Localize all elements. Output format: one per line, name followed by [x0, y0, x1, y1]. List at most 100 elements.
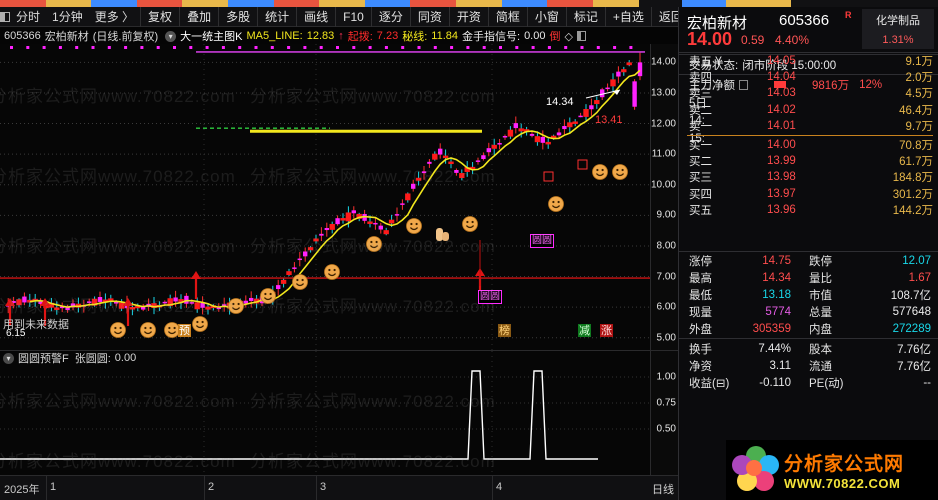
orderbook-bid-row[interactable]: 买五 13.96 144.2万 — [679, 202, 938, 218]
orderbook-volume: 2.0万 — [905, 72, 934, 85]
quote-last-price: 14.00 — [687, 29, 733, 49]
menu-btn-biaoji[interactable]: 标记 — [565, 6, 605, 27]
tab-color-16[interactable] — [725, 0, 792, 7]
stat-value: 7.76亿 — [897, 343, 931, 356]
menu-btn-duogu[interactable]: 多股 — [218, 6, 257, 27]
diamond-icon[interactable]: ◇ — [564, 30, 573, 43]
time-gridline — [492, 476, 493, 500]
orderbook-level-label: 卖四 — [689, 72, 712, 85]
tab-color-1[interactable] — [45, 0, 92, 7]
sub-axis-tick: 1.00 — [656, 371, 676, 383]
tab-color-7[interactable] — [319, 0, 365, 7]
menu-item-more[interactable]: 更多 〉 — [94, 9, 135, 24]
tab-color-9[interactable] — [410, 0, 457, 7]
tab-color-4[interactable] — [182, 0, 229, 7]
orderbook-price: 14.02 — [767, 103, 796, 116]
info-name: 宏柏新材 — [44, 31, 89, 43]
chart-marker-badge[interactable]: 预 — [178, 324, 191, 337]
stat-key: 内盘 — [809, 323, 832, 336]
last-price-label: 13.41 — [595, 114, 623, 126]
menu-btn-zhufen[interactable]: 逐分 — [370, 6, 410, 27]
stat-key: 跌停 — [809, 255, 832, 268]
menu-btn-tongji[interactable]: 统计 — [257, 6, 296, 27]
menu-btn-back[interactable]: 返回 — [650, 6, 690, 27]
sector-badge[interactable]: 化学制品 1.31% — [862, 9, 934, 49]
tab-color-6[interactable] — [273, 0, 320, 7]
orderbook-bid-row[interactable]: 买一 14.00 70.8万 — [679, 137, 938, 153]
tab-color-0[interactable] — [0, 0, 46, 7]
sub-indicator-chart[interactable]: 分析家公式网www.70822.com 分析家公式网www.70822.com … — [0, 350, 650, 475]
menu-item-fenshi[interactable]: 分时 — [16, 9, 41, 24]
period-label[interactable]: 日线 — [652, 484, 674, 496]
menu-btn-f10[interactable]: F10 — [335, 6, 371, 27]
orderbook-ask-row[interactable]: 卖三 14.03 4.5万 — [679, 85, 938, 101]
tab-color-3[interactable] — [136, 0, 183, 7]
orderbook-level-label: 卖一 — [689, 120, 712, 133]
trade-status-value: 闭市阶段 15:00:00 — [742, 59, 837, 72]
stat-key: PE(动) — [809, 377, 844, 390]
orderbook-ask-row[interactable]: 卖四 14.04 2.0万 — [679, 69, 938, 85]
tab-color-14[interactable] — [638, 0, 683, 7]
tab-color-10[interactable] — [456, 0, 502, 7]
tab-color-5[interactable] — [228, 0, 274, 7]
main-kline-chart[interactable]: 分析家公式网www.70822.com 分析家公式网www.70822.com … — [0, 44, 650, 350]
price-tick: 5.00 — [656, 332, 676, 344]
time-tick: 2025年 — [4, 484, 40, 496]
orderbook-price: 14.03 — [767, 87, 796, 100]
tab-color-12[interactable] — [547, 0, 593, 7]
stat-key: 净资 — [689, 360, 712, 373]
menu-btn-kaizi[interactable]: 开资 — [448, 6, 488, 27]
menu-btn-xiaochuang[interactable]: 小窗 — [526, 6, 566, 27]
menu-btn-add-favorite[interactable]: +自选 — [604, 6, 651, 27]
menu-btn-tongzi[interactable]: 同资 — [409, 6, 449, 27]
quote-stat-row: 最高 14.34 量比 1.67 — [679, 269, 938, 286]
timeline-row-5d[interactable]: 5日 — [689, 98, 707, 110]
chevron-down-icon[interactable]: ▾ — [165, 30, 177, 42]
sub-axis-tick: 0.75 — [656, 397, 676, 409]
layout-panel-icon[interactable] — [0, 7, 10, 27]
info-dao-label: 倒 — [549, 31, 561, 43]
orderbook-ask-row[interactable]: 卖一 14.01 9.7万 — [679, 118, 938, 134]
quote-stat-row: 最低 13.18 市值 108.7亿 — [679, 286, 938, 303]
orderbook-bid-row[interactable]: 买三 13.98 184.8万 — [679, 169, 938, 185]
stat-value: 13.18 — [762, 288, 791, 301]
detail-list-icon[interactable] — [739, 79, 748, 90]
tab-color-11[interactable] — [501, 0, 548, 7]
price-tick: 8.00 — [656, 240, 676, 252]
chart-marker-badge[interactable]: 减 — [578, 324, 591, 337]
logo-text: 分析家公式网 WWW.70822.COM — [784, 449, 904, 491]
menu-item-1min[interactable]: 1分钟 — [52, 9, 83, 24]
orderbook-ask-row[interactable]: 卖五 ¥ 14.05 9.1万 — [679, 53, 938, 69]
sub-indicator-name[interactable]: 圆圆预警F — [18, 353, 69, 365]
panel-toggle-icon[interactable] — [576, 31, 586, 41]
menu-btn-diejia[interactable]: 叠加 — [179, 6, 218, 27]
orderbook-bid-row[interactable]: 买二 13.99 61.7万 — [679, 153, 938, 169]
sub-chevron-down-icon[interactable]: ▾ — [3, 352, 14, 364]
trade-status-row: 交易状态: 闭市阶段 15:00:00 — [679, 54, 938, 74]
orderbook-bid-row[interactable]: 买四 13.97 301.2万 — [679, 186, 938, 202]
order-book: 卖五 ¥ 14.05 9.1万 卖四 14.04 2.0万 卖三 14.03 4.5万 卖二 14.… — [679, 53, 938, 218]
tab-color-17[interactable] — [791, 0, 938, 7]
tab-color-2[interactable] — [91, 0, 137, 7]
stat-value: 305359 — [752, 322, 791, 335]
stat-value: 12.07 — [902, 254, 931, 267]
orderbook-level-label: 卖五 ¥ — [689, 56, 722, 69]
quote-stat-row: 涨停 14.75 跌停 12.07 — [679, 252, 938, 269]
info-indicator-name[interactable]: 大一统主图K — [180, 31, 243, 43]
menu-btn-huaxian[interactable]: 画线 — [296, 6, 335, 27]
orderbook-ask-row[interactable]: 卖二 14.02 46.4万 — [679, 102, 938, 118]
sub-indicator-title: ▾ 圆圆预警F 张圆圆: 0.00 — [0, 350, 650, 366]
time-tick: 1 — [50, 481, 57, 493]
quote-panel: 宏柏新材 605366 R 化学制品 1.31% 14.00 0.59 4.40… — [678, 7, 938, 500]
chart-marker-badge[interactable]: 涨 — [600, 324, 613, 337]
orderbook-volume: 46.4万 — [899, 104, 933, 117]
orderbook-volume: 9.7万 — [905, 120, 934, 133]
menu-btn-fuquan[interactable]: 复权 — [140, 6, 179, 27]
tab-color-15[interactable] — [682, 0, 726, 7]
tab-color-13[interactable] — [592, 0, 639, 7]
stat-value: 577648 — [892, 305, 931, 318]
chart-marker-badge[interactable]: 榜 — [498, 324, 511, 337]
tab-color-8[interactable] — [364, 0, 411, 7]
menu-btn-jiankuang[interactable]: 简框 — [487, 6, 527, 27]
color-tab-strip[interactable] — [0, 0, 938, 7]
